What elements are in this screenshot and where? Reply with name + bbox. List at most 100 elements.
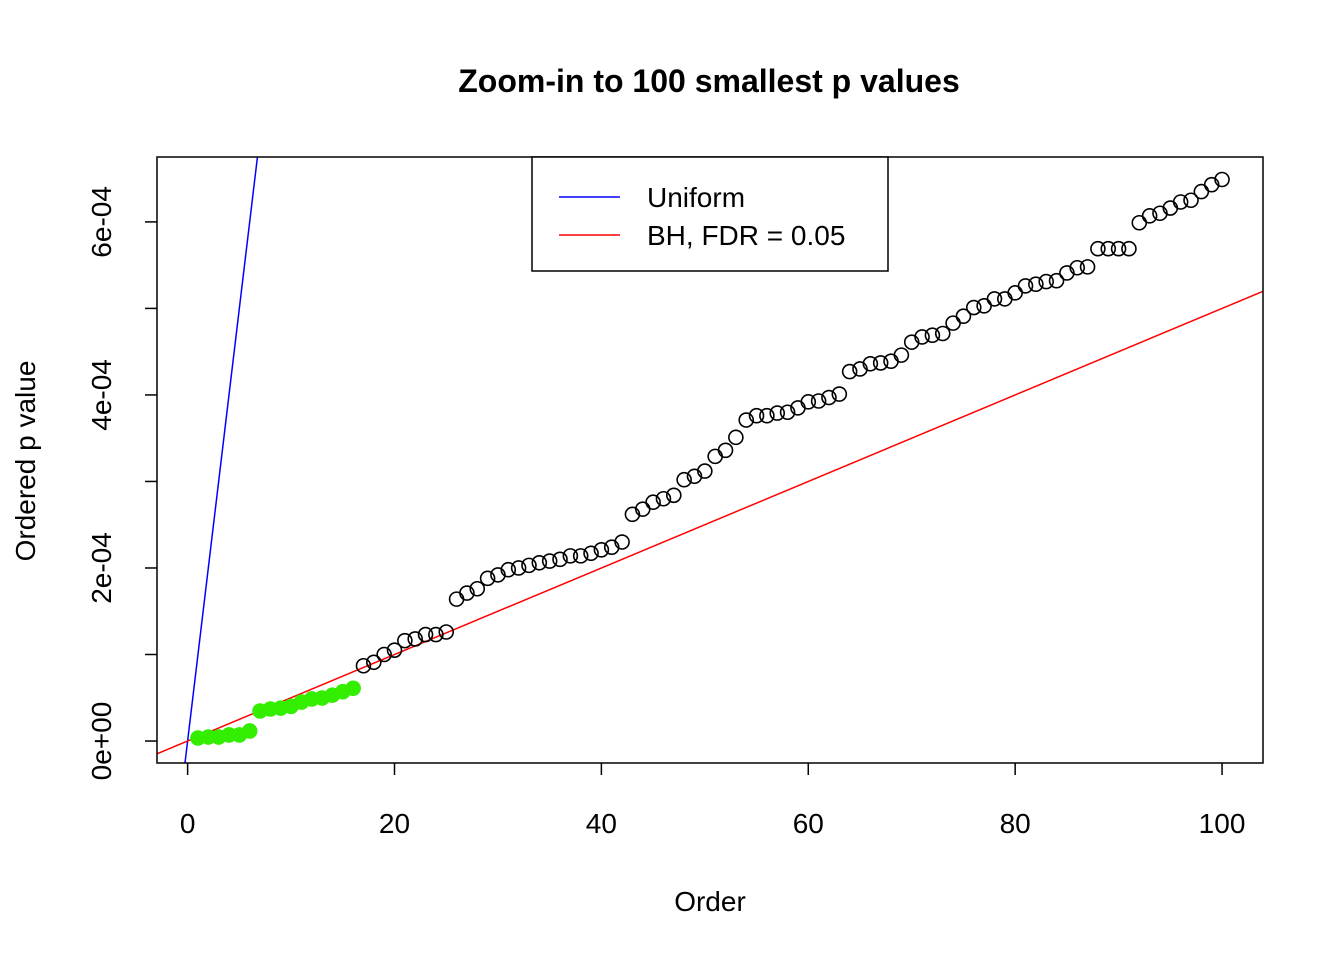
data-point xyxy=(862,355,879,372)
data-point xyxy=(1059,265,1075,281)
data-point xyxy=(686,468,703,485)
data-point xyxy=(965,299,982,316)
data-point xyxy=(759,407,775,424)
y-tick-label: 0e+00 xyxy=(86,702,117,781)
data-point xyxy=(852,361,868,377)
data-point xyxy=(552,551,568,568)
data-point xyxy=(1007,285,1023,301)
data-point xyxy=(355,657,372,674)
data-point xyxy=(976,298,992,314)
data-point xyxy=(821,389,837,406)
data-point xyxy=(1017,278,1034,294)
legend-label-uniform: Uniform xyxy=(647,182,745,213)
data-point xyxy=(593,542,610,558)
data-point xyxy=(1183,192,1199,209)
data-point xyxy=(1214,171,1230,188)
data-point xyxy=(376,646,392,663)
data-point xyxy=(800,394,817,410)
data-point xyxy=(883,353,899,369)
uniform-line xyxy=(184,157,259,763)
significant-point xyxy=(241,723,258,739)
data-point xyxy=(769,405,786,421)
legend: Uniform BH, FDR = 0.05 xyxy=(531,156,889,272)
data-point xyxy=(541,553,558,569)
x-tick-label: 100 xyxy=(1199,808,1246,839)
data-point xyxy=(521,557,537,574)
legend-label-bh: BH, FDR = 0.05 xyxy=(647,220,845,251)
data-point xyxy=(1069,259,1086,276)
significant-point xyxy=(345,680,361,697)
data-point xyxy=(366,654,382,671)
data-point xyxy=(986,291,1003,307)
y-tick-label: 2e-04 xyxy=(86,532,117,604)
data-point xyxy=(655,490,672,507)
data-point xyxy=(1079,259,1096,275)
data-point xyxy=(1090,240,1106,257)
data-point xyxy=(500,561,517,578)
data-point xyxy=(1152,205,1168,222)
data-point xyxy=(738,412,755,428)
data-point xyxy=(903,334,920,350)
data-point xyxy=(603,539,620,556)
x-tick-label: 40 xyxy=(586,808,617,839)
data-point xyxy=(1048,272,1065,289)
data-point xyxy=(562,548,579,564)
data-point xyxy=(479,570,496,587)
data-point xyxy=(924,327,941,344)
data-point xyxy=(407,631,423,647)
data-point xyxy=(438,624,455,640)
data-point xyxy=(1038,273,1054,290)
data-point xyxy=(707,448,723,465)
data-point xyxy=(614,534,630,550)
data-point xyxy=(469,580,486,597)
x-tick-label: 60 xyxy=(793,808,824,839)
data-point xyxy=(893,347,910,363)
data-point xyxy=(583,545,599,562)
data-point xyxy=(997,291,1013,307)
data-point xyxy=(572,548,589,564)
data-point xyxy=(810,393,827,409)
data-point xyxy=(386,642,403,658)
data-point xyxy=(1131,214,1148,231)
data-point xyxy=(1028,276,1044,292)
chart-title: Zoom-in to 100 smallest p values xyxy=(458,63,959,99)
data-point xyxy=(955,308,972,325)
data-point xyxy=(624,506,641,523)
legend-box xyxy=(531,156,889,272)
data-point xyxy=(417,626,434,643)
bh-line xyxy=(157,290,1263,755)
data-point xyxy=(490,567,506,583)
data-point xyxy=(676,471,692,488)
data-point xyxy=(510,560,527,576)
data-point xyxy=(717,442,734,459)
data-point xyxy=(831,386,848,402)
data-point xyxy=(697,463,713,479)
data-point xyxy=(1141,208,1158,224)
data-point xyxy=(645,494,661,511)
data-point xyxy=(448,591,465,607)
data-point xyxy=(1121,240,1137,257)
data-point xyxy=(428,626,444,643)
y-tick-label: 4e-04 xyxy=(86,359,117,431)
x-axis-label: Order xyxy=(674,886,746,917)
data-point xyxy=(779,404,796,421)
data-point xyxy=(872,355,889,371)
data-point xyxy=(748,407,765,424)
data-point xyxy=(934,325,951,342)
data-point xyxy=(728,429,744,446)
data-point xyxy=(397,632,413,649)
data-point xyxy=(1172,194,1189,210)
data-point xyxy=(945,315,961,331)
data-point xyxy=(841,363,858,380)
data-point xyxy=(665,487,682,504)
data-point xyxy=(1203,176,1220,193)
y-tick-label: 6e-04 xyxy=(86,186,117,258)
data-point xyxy=(1193,183,1210,200)
x-tick-label: 80 xyxy=(1000,808,1031,839)
x-tick-label: 0 xyxy=(180,808,196,839)
data-point xyxy=(1100,240,1117,257)
data-point xyxy=(531,554,548,571)
y-axis-label: Ordered p value xyxy=(10,361,41,562)
data-point xyxy=(914,329,930,345)
